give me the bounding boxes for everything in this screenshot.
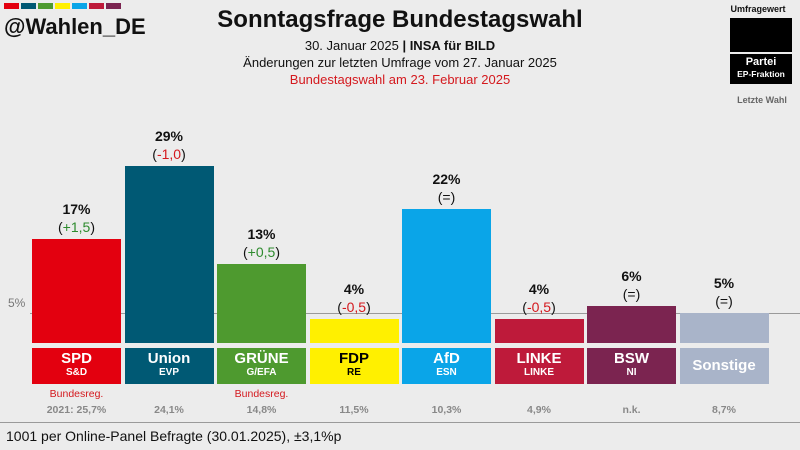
last-election-result: 2021: 25,7% [46, 404, 107, 416]
color-stripe [38, 3, 53, 9]
bar-value-label: 6% [621, 268, 642, 285]
bar-change-label: (+0,5) [243, 243, 280, 260]
last-election-result: n.k. [622, 404, 641, 416]
color-stripe [55, 3, 70, 9]
pollster: INSA für BILD [409, 38, 496, 53]
color-stripes [4, 3, 121, 9]
bar [402, 208, 491, 343]
party-label-box: Union EVP [124, 348, 214, 384]
last-election-result: 4,9% [527, 404, 551, 416]
legend-party: Partei [745, 56, 777, 68]
change-value: = [442, 188, 451, 205]
party-name: LINKE [516, 350, 562, 367]
bar-value-label: 4% [528, 280, 550, 297]
bar-change-label: (-1,0) [152, 146, 186, 163]
bar [587, 306, 676, 343]
party-name: Sonstige [692, 357, 756, 374]
legend-poll-value: Umfragewert [730, 4, 786, 14]
legend-bar-swatch [730, 18, 792, 52]
change-value: -0,5 [341, 298, 367, 315]
bar-value-label: 5% [713, 274, 735, 291]
change-value: = [627, 286, 636, 303]
bar-value-label: 17% [62, 201, 91, 218]
legend-ep-group: EP-Fraktion [737, 69, 785, 79]
legend-last-election: Letzte Wahl [737, 95, 787, 105]
bar-value-label: 29% [154, 128, 184, 145]
bar [309, 318, 399, 343]
party-name: SPD [61, 350, 92, 367]
color-stripe [106, 3, 121, 9]
last-election-result: 24,1% [154, 404, 184, 416]
bar [494, 318, 584, 343]
party-label-box: BSW NI [587, 348, 676, 384]
bar-change-label: (=) [715, 292, 733, 309]
bar-value-label: 22% [432, 170, 461, 187]
bar [217, 263, 306, 343]
bar-change-label: (-0,5) [337, 298, 371, 315]
change-value: +1,5 [62, 219, 91, 236]
party-label-box: AfD ESN [402, 348, 491, 384]
ep-group: LINKE [524, 367, 554, 378]
bar-value-label: 13% [247, 225, 276, 242]
account-handle: @Wahlen_DE [4, 14, 146, 39]
poll-date: 30. Januar 2025 [304, 38, 399, 53]
bar-value-label: 4% [343, 280, 365, 297]
party-label-box: FDP RE [309, 348, 399, 384]
last-election-result: 10,3% [431, 404, 462, 416]
government-note: Bundesreg. [49, 388, 104, 400]
footer-sample-note: 1001 per Online-Panel Befragte (30.01.20… [6, 428, 342, 444]
ep-group: ESN [436, 367, 457, 378]
change-value: +0,5 [247, 243, 276, 260]
bar [679, 312, 769, 343]
party-label-box: LINKE LINKE [494, 348, 584, 384]
party-name: GRÜNE [234, 350, 289, 367]
color-stripe [21, 3, 36, 9]
bar-change-label: (=) [622, 286, 641, 303]
last-election-result: 14,8% [246, 404, 277, 416]
changes-note: Änderungen zur letzten Umfrage vom 27. J… [243, 55, 557, 70]
party-label-box: Sonstige [679, 348, 769, 384]
color-stripe [4, 3, 19, 9]
party-name: Union [147, 350, 191, 367]
last-election-result: 8,7% [712, 404, 736, 416]
ep-group: NI [626, 367, 637, 378]
chart-title: Sonntagsfrage Bundestagswahl [217, 6, 583, 33]
change-value: -0,5 [526, 298, 552, 315]
color-stripe [72, 3, 87, 9]
ep-group: G/EFA [246, 367, 277, 378]
election-note: Bundestagswahl am 23. Februar 2025 [289, 72, 511, 87]
change-value: = [719, 292, 729, 309]
ep-group: RE [347, 367, 361, 378]
bar [32, 239, 121, 343]
last-election-result: 11,5% [339, 404, 369, 416]
color-stripe [89, 3, 104, 9]
party-name: AfD [433, 350, 460, 367]
five-percent-label: 5% [8, 296, 26, 310]
legend-party-box: Partei EP-Fraktion [730, 54, 792, 84]
party-label-box: SPD S&D [32, 348, 121, 384]
party-name: FDP [339, 350, 369, 367]
change-value: -1,0 [156, 146, 182, 163]
party-label-box: GRÜNE G/EFA [217, 348, 306, 384]
footer-divider [0, 422, 800, 423]
party-name: BSW [614, 350, 649, 367]
bar-change-label: (+1,5) [58, 219, 95, 236]
ep-group: EVP [158, 367, 179, 378]
bar-change-label: (=) [437, 188, 456, 205]
bar [124, 166, 214, 343]
government-note: Bundesreg. [234, 388, 289, 400]
poll-date-line: 30. Januar 2025 | INSA für BILD [304, 38, 496, 53]
ep-group: S&D [65, 367, 88, 378]
bar-change-label: (-0,5) [522, 298, 556, 315]
